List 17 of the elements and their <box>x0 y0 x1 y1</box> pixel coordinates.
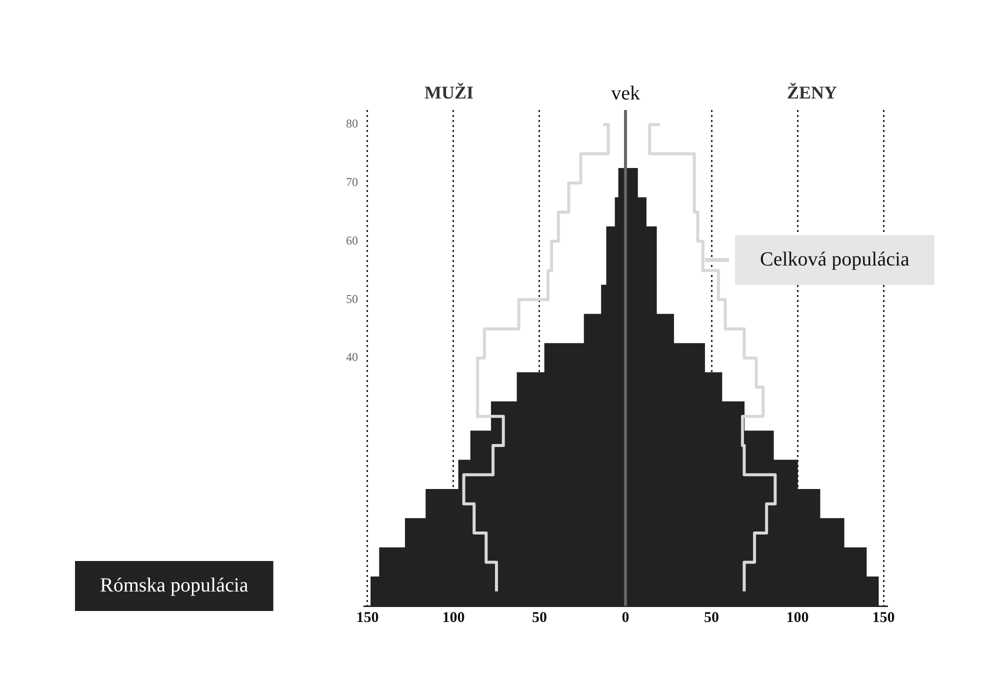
x-tick-label: 150 <box>872 610 895 626</box>
y-tick-label: 80 <box>346 116 358 131</box>
x-tick-label: 100 <box>786 610 809 626</box>
x-tick-label: 100 <box>442 610 465 626</box>
x-tick-label: 50 <box>532 610 547 626</box>
text: Rómska populácia <box>100 574 248 596</box>
y-tick-label: 50 <box>346 292 358 306</box>
text: MUŽI <box>424 82 474 103</box>
y-axis-title: vek <box>611 82 640 104</box>
x-tick-label: 150 <box>356 610 379 626</box>
legend-label: Celková populácia <box>760 248 910 270</box>
x-tick-label: 50 <box>704 610 720 626</box>
y-tick-label: 70 <box>346 175 358 190</box>
x-tick-label: 0 <box>622 610 630 626</box>
text: ŽENY <box>786 82 838 103</box>
y-tick-label: 60 <box>346 233 358 248</box>
y-tick-label: 40 <box>346 350 358 364</box>
